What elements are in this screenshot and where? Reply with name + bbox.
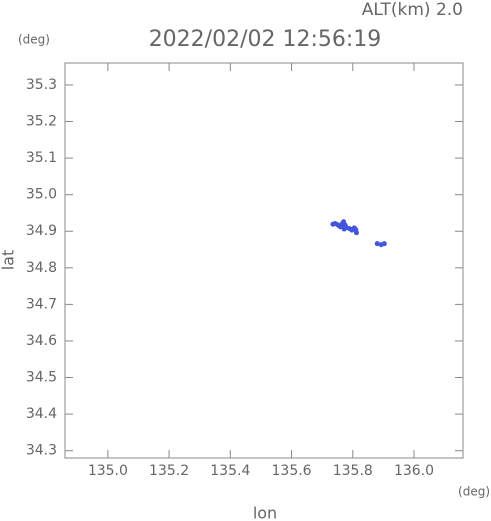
plot-frame — [64, 62, 464, 459]
data-point — [374, 241, 380, 247]
chart-subtitle: ALT(km) 2.0 — [362, 0, 463, 20]
x-axis-label: lon — [253, 504, 277, 521]
y-tick-label: 34.9 — [26, 223, 57, 239]
x-tick-label: 135.4 — [210, 463, 250, 479]
x-tick-label: 136.0 — [394, 463, 434, 479]
y-tick-label: 34.6 — [26, 333, 57, 349]
y-tick-label: 35.2 — [26, 114, 57, 130]
data-point — [381, 241, 387, 247]
x-tick-label: 135.6 — [272, 463, 312, 479]
y-axis-label: lat — [0, 250, 18, 271]
data-point — [338, 224, 344, 230]
y-tick-label: 35.1 — [26, 150, 57, 166]
y-tick-label: 34.8 — [26, 260, 57, 276]
y-tick-label: 34.5 — [26, 370, 57, 386]
data-point — [341, 226, 347, 232]
y-tick-label: 34.7 — [26, 296, 57, 312]
y-unit: (deg) — [18, 33, 50, 47]
x-tick-label: 135.0 — [88, 463, 128, 479]
x-tick-label: 135.2 — [149, 463, 189, 479]
y-tick-label: 34.3 — [26, 443, 57, 459]
chart-title: 2022/02/02 12:56:19 — [149, 27, 382, 52]
y-tick-label: 35.0 — [26, 187, 57, 203]
x-tick-label: 135.8 — [333, 463, 373, 479]
y-tick-label: 35.3 — [26, 77, 57, 93]
data-point — [353, 230, 359, 236]
y-tick-label: 34.4 — [26, 406, 57, 422]
x-unit: (deg) — [458, 485, 490, 499]
